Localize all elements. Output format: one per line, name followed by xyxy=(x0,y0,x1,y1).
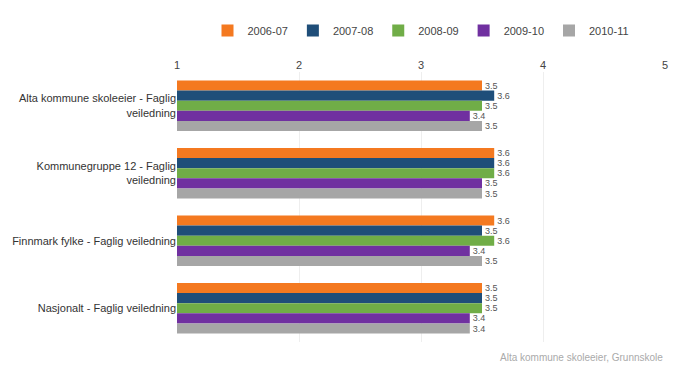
svg-text:3.5: 3.5 xyxy=(485,256,498,266)
svg-text:3.5: 3.5 xyxy=(485,226,498,236)
svg-text:2009-10: 2009-10 xyxy=(504,25,544,37)
svg-text:2006-07: 2006-07 xyxy=(248,25,288,37)
svg-text:Alta kommune skoleeier - Fagli: Alta kommune skoleeier - Fagligveilednin… xyxy=(19,92,176,118)
svg-text:3.5: 3.5 xyxy=(485,189,498,199)
svg-text:3.6: 3.6 xyxy=(497,168,510,178)
svg-text:2: 2 xyxy=(296,59,302,71)
svg-text:3.6: 3.6 xyxy=(497,91,510,101)
svg-text:2010-11: 2010-11 xyxy=(589,25,629,37)
svg-text:3.5: 3.5 xyxy=(485,303,498,313)
svg-text:3.5: 3.5 xyxy=(485,121,498,131)
svg-text:5: 5 xyxy=(662,59,668,71)
svg-text:1: 1 xyxy=(174,59,180,71)
svg-text:3.6: 3.6 xyxy=(497,216,510,226)
svg-text:3.6: 3.6 xyxy=(497,236,510,246)
svg-text:3.5: 3.5 xyxy=(485,101,498,111)
svg-text:2008-09: 2008-09 xyxy=(418,25,458,37)
svg-text:3.6: 3.6 xyxy=(497,148,510,158)
svg-text:Finnmark fylke - Faglig veiled: Finnmark fylke - Faglig veiledning xyxy=(12,235,176,247)
svg-text:3.5: 3.5 xyxy=(485,283,498,293)
svg-text:3.5: 3.5 xyxy=(485,81,498,91)
svg-text:Kommunegruppe 12 - Fagligveile: Kommunegruppe 12 - Fagligveiledning xyxy=(37,160,176,186)
svg-text:3.4: 3.4 xyxy=(473,324,486,334)
svg-text:3.4: 3.4 xyxy=(473,246,486,256)
svg-text:3.5: 3.5 xyxy=(485,293,498,303)
svg-text:3.6: 3.6 xyxy=(497,158,510,168)
svg-text:Nasjonalt - Faglig veiledning: Nasjonalt - Faglig veiledning xyxy=(38,302,176,314)
svg-text:3.4: 3.4 xyxy=(473,111,486,121)
svg-text:4: 4 xyxy=(540,59,546,71)
svg-text:3.4: 3.4 xyxy=(473,313,486,323)
svg-text:2007-08: 2007-08 xyxy=(333,25,373,37)
svg-text:3.5: 3.5 xyxy=(485,178,498,188)
svg-text:3: 3 xyxy=(418,59,424,71)
svg-text:Alta kommune skoleeier, Grunns: Alta kommune skoleeier, Grunnskole xyxy=(500,352,663,363)
